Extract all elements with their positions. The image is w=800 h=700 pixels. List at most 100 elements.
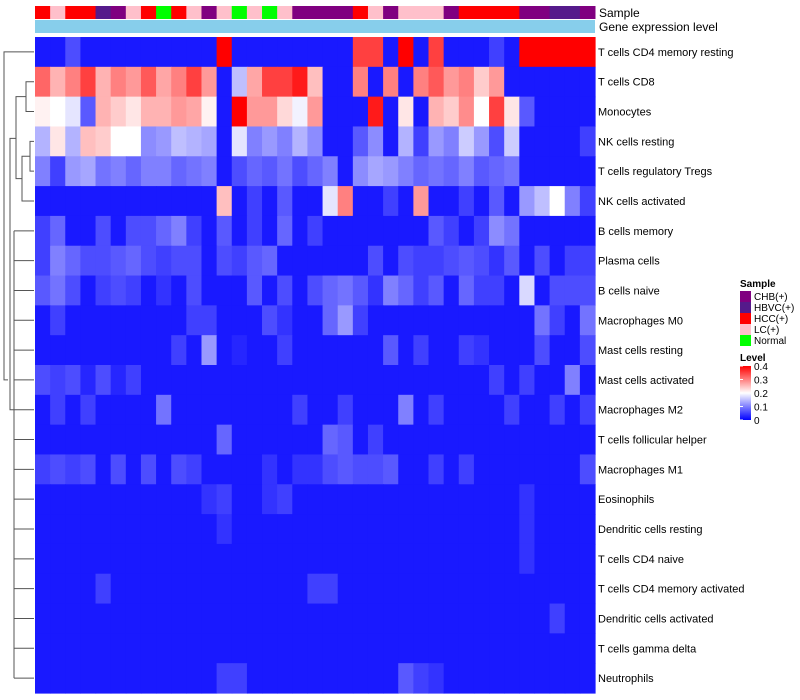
heatmap-cell <box>156 96 172 128</box>
heatmap-cell <box>519 514 536 545</box>
heatmap-cell <box>110 245 127 277</box>
heatmap-cell <box>216 37 233 68</box>
heatmap-cell <box>110 96 127 128</box>
heatmap-cell <box>216 156 233 187</box>
heatmap-cell <box>125 275 142 306</box>
heatmap-cell <box>579 514 596 545</box>
heatmap-cell <box>413 424 430 456</box>
heatmap-cell <box>428 454 445 485</box>
heatmap-cell <box>307 245 324 277</box>
heatmap-cell <box>413 66 430 98</box>
legend-swatch <box>740 313 751 324</box>
heatmap-cell <box>489 365 505 396</box>
heatmap-cell <box>231 37 248 68</box>
heatmap-cell <box>50 215 66 247</box>
heatmap-cell <box>579 365 596 396</box>
heatmap-cell <box>231 394 248 426</box>
heatmap-cell <box>428 424 445 456</box>
heatmap-cell <box>125 335 142 366</box>
heatmap-cell <box>156 335 172 366</box>
heatmap-cell <box>489 454 505 485</box>
heatmap-cell <box>398 484 414 515</box>
dendrogram-branch <box>9 137 16 411</box>
row-label: B cells naive <box>598 285 660 297</box>
heatmap-cell <box>292 484 309 515</box>
sample-annotation-cell <box>504 6 520 19</box>
heatmap-cell <box>458 633 475 664</box>
row-label: T cells regulatory Tregs <box>598 166 713 178</box>
heatmap-cell <box>201 424 218 456</box>
heatmap-cell <box>337 275 354 306</box>
heatmap-cell <box>246 424 263 456</box>
heatmap-cell <box>125 484 142 515</box>
heatmap-cell <box>65 394 82 426</box>
heatmap-cell <box>292 394 309 426</box>
heatmap-cell <box>504 603 520 634</box>
heatmap-cell <box>398 543 414 575</box>
heatmap-cell <box>277 96 293 128</box>
heatmap-cell <box>519 156 536 187</box>
heatmap-cell <box>292 186 309 217</box>
heatmap-cell <box>35 663 51 694</box>
sample-annotation-cell <box>398 6 414 19</box>
heatmap-cell <box>519 126 536 157</box>
heatmap-cell <box>504 633 520 664</box>
heatmap-cell <box>398 454 414 485</box>
heatmap-cell <box>413 335 430 366</box>
heatmap-cell <box>201 365 218 396</box>
row-label: Mast cells resting <box>598 345 683 357</box>
heatmap-cell <box>413 305 430 336</box>
heatmap-cell <box>504 305 520 336</box>
heatmap-cell <box>171 573 187 605</box>
heatmap-cell <box>337 96 354 128</box>
heatmap-cell <box>564 66 581 98</box>
heatmap-cell <box>80 37 97 68</box>
sample-annotation-cell <box>458 6 475 19</box>
heatmap-cell <box>262 156 278 187</box>
legend: Sample CHB(+)HBVC(+)HCC(+)LC(+)Normal Le… <box>740 279 794 427</box>
heatmap-cell <box>428 603 445 634</box>
heatmap-cell <box>322 245 339 277</box>
heatmap-cell <box>534 424 551 456</box>
heatmap-cell <box>367 156 384 187</box>
heatmap-cell <box>80 96 97 128</box>
heatmap-cell <box>413 156 430 187</box>
sample-annotation-cell <box>50 6 66 19</box>
heatmap-cell <box>458 543 475 575</box>
heatmap-cell <box>367 603 384 634</box>
heatmap-cell <box>110 66 127 98</box>
heatmap-cell <box>322 633 339 664</box>
heatmap-cell <box>579 543 596 575</box>
heatmap-cell <box>110 275 127 306</box>
heatmap-cell <box>352 424 369 456</box>
row-dendrogram <box>3 51 34 679</box>
heatmap-cell <box>156 37 172 68</box>
heatmap-cell <box>428 573 445 605</box>
heatmap-cell <box>579 484 596 515</box>
heatmap-cell <box>65 424 82 456</box>
heatmap-cell <box>443 275 460 306</box>
heatmap-cell <box>519 96 536 128</box>
heatmap-cell <box>231 633 248 664</box>
heatmap-cell <box>231 186 248 217</box>
sample-annotation-cell <box>110 6 127 19</box>
dendrogram-branch <box>3 51 34 381</box>
heatmap-cell <box>519 186 536 217</box>
heatmap-cell <box>110 156 127 187</box>
heatmap-cell <box>277 514 293 545</box>
heatmap-cell <box>186 96 203 128</box>
heatmap-cell <box>458 275 475 306</box>
heatmap-cell <box>443 37 460 68</box>
sample-annotation-cell <box>549 6 566 19</box>
heatmap-cell <box>413 186 430 217</box>
heatmap-cell <box>216 275 233 306</box>
heatmap-cell <box>564 37 581 68</box>
sample-annotation-cell <box>564 6 581 19</box>
heatmap-cell <box>50 424 66 456</box>
heatmap-cell <box>352 663 369 694</box>
heatmap-cell <box>262 66 278 98</box>
heatmap-cell <box>519 633 536 664</box>
heatmap-cell <box>125 66 142 98</box>
heatmap-cell <box>549 275 566 306</box>
heatmap-cell <box>337 126 354 157</box>
